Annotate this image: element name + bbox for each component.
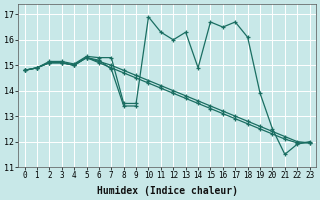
X-axis label: Humidex (Indice chaleur): Humidex (Indice chaleur) — [97, 186, 237, 196]
